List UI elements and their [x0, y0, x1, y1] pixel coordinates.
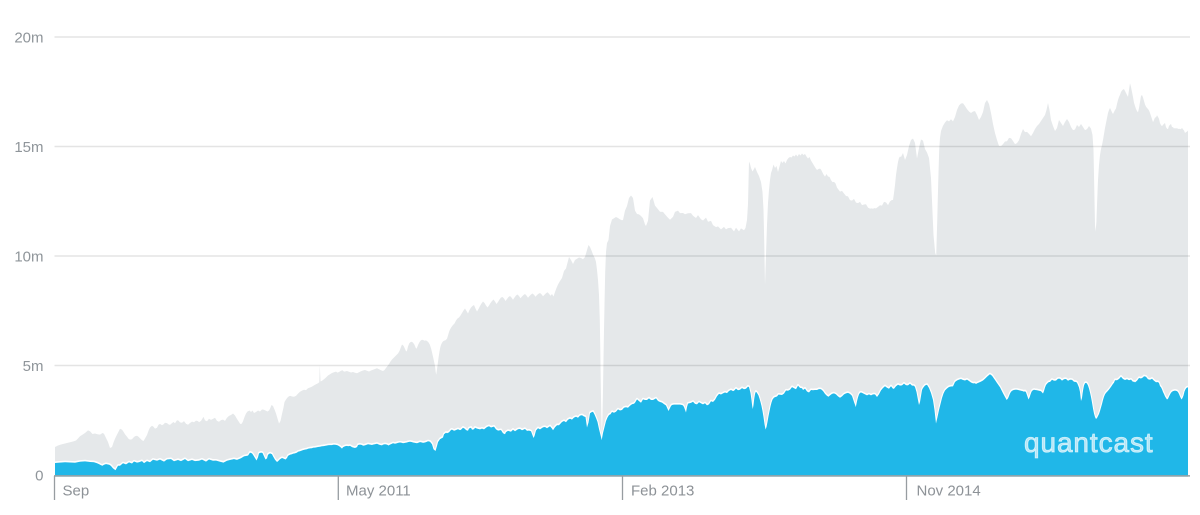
svg-text:20m: 20m	[14, 29, 43, 46]
svg-text:Feb 2013: Feb 2013	[631, 483, 694, 500]
svg-text:15m: 15m	[14, 139, 43, 156]
svg-text:10m: 10m	[14, 248, 43, 265]
svg-text:quantcast: quantcast	[1024, 427, 1154, 458]
svg-text:Nov 2014: Nov 2014	[917, 483, 981, 500]
svg-text:May 2011: May 2011	[346, 483, 411, 500]
svg-text:0: 0	[35, 467, 43, 484]
svg-text:Sep: Sep	[63, 483, 90, 500]
svg-text:5m: 5m	[23, 358, 44, 375]
